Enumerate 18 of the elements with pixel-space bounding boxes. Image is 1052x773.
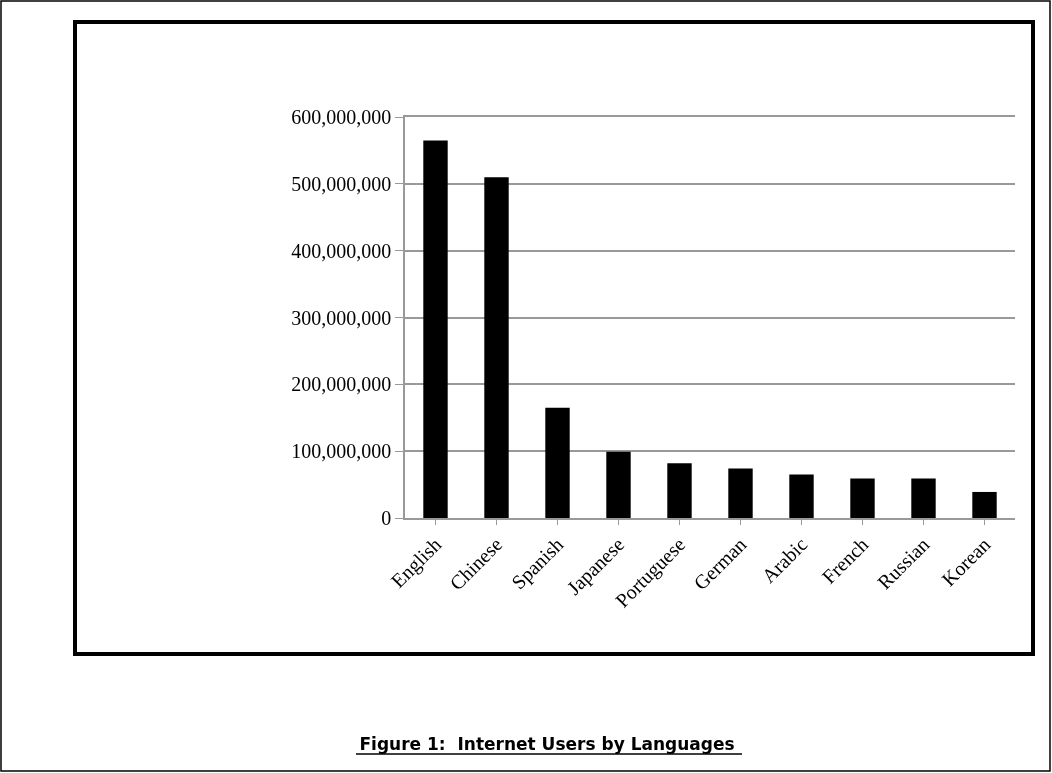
bar [667, 463, 692, 518]
y-tick-label: 400,000,000 [291, 239, 392, 262]
y-tick-label: 0 [381, 507, 392, 529]
y-tick-label: 300,000,000 [291, 306, 392, 329]
bar [484, 177, 509, 518]
bar [911, 478, 936, 518]
text: Figure 1: Internet Users by Languages [359, 733, 735, 754]
y-tick-label: 500,000,000 [291, 172, 392, 195]
bar [789, 474, 814, 518]
y-tick-label: 100,000,000 [291, 440, 392, 463]
bar [972, 491, 997, 518]
y-tick-label: 200,000,000 [291, 373, 392, 396]
bar [423, 140, 448, 518]
bar [728, 468, 753, 518]
bar [606, 451, 631, 518]
bar [850, 478, 875, 518]
bar [545, 407, 570, 518]
y-tick-label: 600,000,000 [291, 106, 392, 128]
